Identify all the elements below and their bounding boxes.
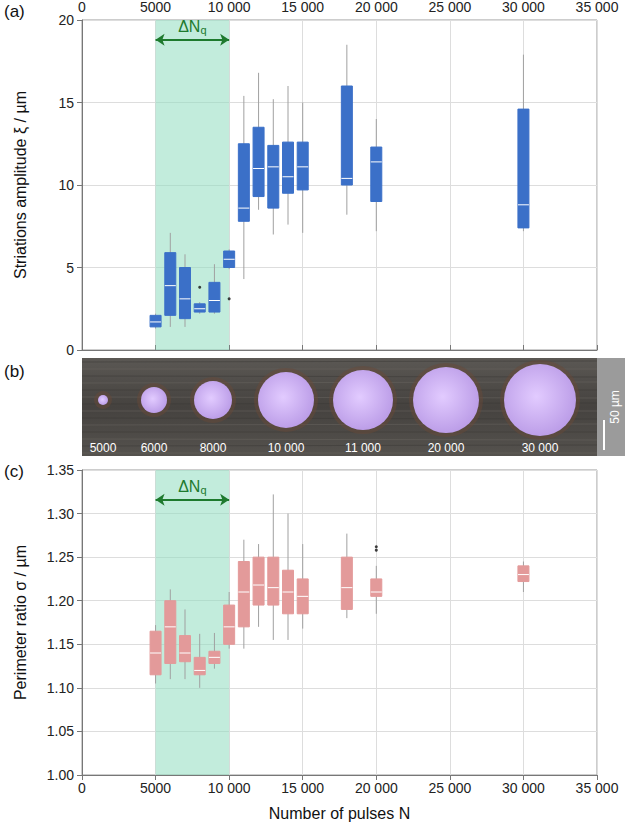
svg-text:5: 5 [66, 260, 74, 276]
svg-text:1.15: 1.15 [47, 636, 74, 652]
svg-text:1.05: 1.05 [47, 723, 74, 739]
svg-text:20 000: 20 000 [355, 0, 398, 15]
svg-text:15: 15 [58, 95, 74, 111]
svg-text:30 000: 30 000 [502, 780, 545, 796]
svg-text:1.25: 1.25 [47, 549, 74, 565]
svg-text:1.10: 1.10 [47, 680, 74, 696]
svg-text:35 000: 35 000 [576, 0, 619, 15]
svg-text:15 000: 15 000 [281, 780, 324, 796]
svg-text:Striations amplitude ξ / µm: Striations amplitude ξ / µm [12, 91, 30, 279]
svg-text:20 000: 20 000 [428, 441, 465, 455]
svg-text:1.20: 1.20 [47, 593, 74, 609]
svg-text:10 000: 10 000 [268, 441, 305, 455]
svg-text:30 000: 30 000 [502, 0, 545, 15]
svg-text:35 000: 35 000 [576, 780, 619, 796]
svg-text:20: 20 [58, 12, 74, 28]
svg-text:q: q [200, 484, 206, 496]
svg-text:10 000: 10 000 [208, 0, 251, 15]
svg-text:15 000: 15 000 [281, 0, 324, 15]
svg-text:20 000: 20 000 [355, 780, 398, 796]
svg-text:0: 0 [66, 342, 74, 358]
html-text:(b): (b) [4, 362, 25, 381]
svg-text:10: 10 [58, 177, 74, 193]
html-text:(a): (a) [4, 2, 25, 21]
svg-text:5000: 5000 [140, 0, 171, 15]
svg-text:11 000: 11 000 [345, 441, 381, 455]
svg-text:5000: 5000 [90, 441, 117, 455]
svg-text:30 000: 30 000 [522, 441, 559, 455]
svg-text:q: q [200, 24, 206, 36]
svg-text:5000: 5000 [140, 780, 171, 796]
svg-text:1.30: 1.30 [47, 506, 74, 522]
svg-text:50 µm: 50 µm [608, 390, 622, 424]
svg-text:ΔN: ΔN [178, 478, 200, 495]
svg-text:6000: 6000 [141, 441, 168, 455]
svg-text:0: 0 [78, 0, 86, 15]
svg-text:ΔN: ΔN [178, 18, 200, 35]
svg-text:10 000: 10 000 [208, 780, 251, 796]
svg-text:Number of pulses N: Number of pulses N [269, 805, 410, 822]
svg-text:1.35: 1.35 [47, 462, 74, 478]
html-text:(c): (c) [4, 462, 24, 481]
svg-text:25 000: 25 000 [428, 780, 471, 796]
svg-text:Perimeter ratio σ / µm: Perimeter ratio σ / µm [12, 545, 29, 700]
svg-text:0: 0 [78, 780, 86, 796]
svg-text:8000: 8000 [200, 441, 227, 455]
svg-text:1.00: 1.00 [47, 767, 74, 783]
svg-text:25 000: 25 000 [428, 0, 471, 15]
